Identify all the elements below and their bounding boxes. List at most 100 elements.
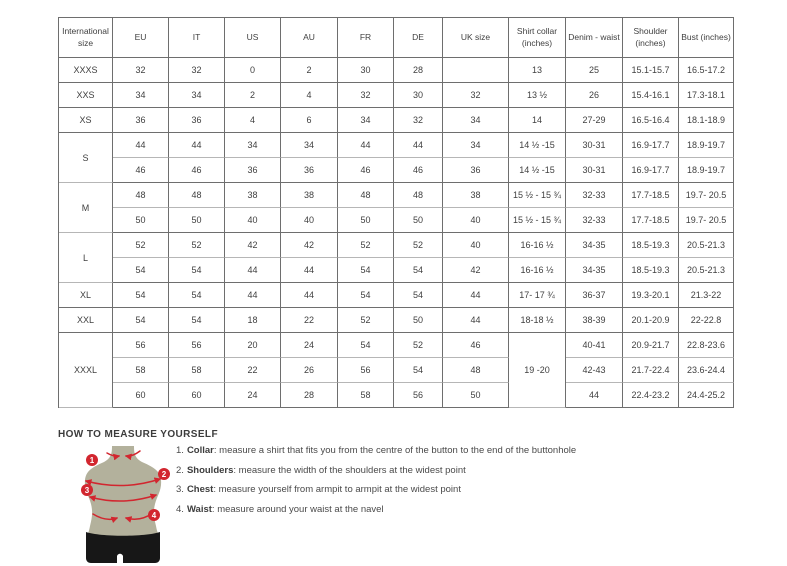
table-cell: 38 bbox=[443, 183, 509, 208]
chest-measure-arrow bbox=[88, 493, 158, 502]
table-cell: 56 bbox=[113, 333, 169, 358]
table-cell: 54 bbox=[394, 358, 443, 383]
table-cell: 2 bbox=[281, 58, 338, 83]
table-cell: 18.9-19.7 bbox=[679, 158, 734, 183]
column-header: Shirt collar (inches) bbox=[509, 18, 566, 58]
svg-text:2: 2 bbox=[162, 470, 167, 479]
table-cell: 44 bbox=[443, 283, 509, 308]
table-cell: 60 bbox=[169, 383, 225, 408]
table-cell: 42-43 bbox=[566, 358, 623, 383]
measure-instructions: 1. Collar: measure a shirt that fits you … bbox=[176, 444, 576, 522]
table-cell: 54 bbox=[394, 283, 443, 308]
table-cell: 25 bbox=[566, 58, 623, 83]
table-cell: 50 bbox=[113, 208, 169, 233]
table-cell: 50 bbox=[394, 208, 443, 233]
table-cell: 52 bbox=[338, 308, 394, 333]
table-cell: 20 bbox=[225, 333, 281, 358]
table-row: S 44 44 34 34 44 44 34 14 ½ -15 30-31 16.9-17.7 18.… bbox=[59, 133, 734, 183]
table-cell: 14 ½ -15 bbox=[509, 158, 566, 183]
table-cell: 4 bbox=[281, 83, 338, 108]
table-row: 46 46 36 36 46 46 36 14 ½ -15 30-31 16.9-17.7 18.9… bbox=[59, 158, 734, 183]
instruction-text: : measure a shirt that fits you from the… bbox=[213, 445, 577, 456]
instruction-term: Shoulders bbox=[186, 464, 234, 476]
table-cell: 38 bbox=[281, 183, 338, 208]
table-cell: 36 bbox=[443, 158, 509, 183]
table-cell: 56 bbox=[338, 358, 394, 383]
size-table: International size EU IT US AU FR DE UK size Shi… bbox=[58, 17, 734, 408]
column-header: IT bbox=[169, 18, 225, 58]
table-cell: 46 bbox=[338, 158, 394, 183]
table-cell: 36-37 bbox=[566, 283, 623, 308]
collar-measure-arrow bbox=[124, 450, 141, 461]
table-cell: 14 ½ -15 bbox=[509, 133, 566, 158]
table-cell: 52 bbox=[169, 233, 225, 258]
table-cell: 21.7-22.4 bbox=[623, 358, 679, 383]
table-cell: 22 bbox=[225, 358, 281, 383]
table-row: XXS 34 34 2 4 32 30 32 13 ½ 26 15.4-16.1 17.3-18.1 bbox=[59, 83, 734, 108]
column-header: Bust (inches) bbox=[679, 18, 734, 58]
table-cell: 32 bbox=[443, 83, 509, 108]
column-header: US bbox=[225, 18, 281, 58]
table-cell: 58 bbox=[169, 358, 225, 383]
table-cell: 32-33 bbox=[566, 183, 623, 208]
table-cell: 50 bbox=[169, 208, 225, 233]
table-cell: 44 bbox=[169, 133, 225, 158]
svg-text:4: 4 bbox=[152, 511, 157, 520]
badge-waist: 4 bbox=[148, 509, 160, 521]
instruction-collar: 1. Collar: measure a shirt that fits you … bbox=[176, 444, 576, 458]
table-cell: 22 bbox=[281, 308, 338, 333]
table-cell: 54 bbox=[113, 283, 169, 308]
instruction-term: Chest bbox=[186, 484, 214, 495]
table-cell: 48 bbox=[443, 358, 509, 383]
instruction-text: : measure the width of the shoulders at … bbox=[233, 464, 466, 476]
table-row: 60 60 24 28 58 56 50 44 22.4-23.2 24.4-25.2 bbox=[59, 383, 734, 408]
column-header: EU bbox=[113, 18, 169, 58]
table-cell: 28 bbox=[281, 383, 338, 408]
table-cell: 50 bbox=[394, 308, 443, 333]
table-cell: 46 bbox=[113, 158, 169, 183]
table-row: 54 54 44 44 54 54 42 16-16 ½ 34-35 18.5-19.3 20.5-… bbox=[59, 258, 734, 283]
table-cell: 38-39 bbox=[566, 308, 623, 333]
table-cell: 18.5-19.3 bbox=[623, 258, 679, 283]
table-cell: 17.7-18.5 bbox=[623, 183, 679, 208]
table-cell: 44 bbox=[281, 258, 338, 283]
table-cell: 14 bbox=[509, 108, 566, 133]
table-cell: 22.8-23.6 bbox=[679, 333, 734, 358]
table-cell: 24.4-25.2 bbox=[679, 383, 734, 408]
table-cell: 54 bbox=[169, 283, 225, 308]
table-cell: 40 bbox=[225, 208, 281, 233]
shorts-shape bbox=[86, 532, 160, 563]
table-cell: 34-35 bbox=[566, 233, 623, 258]
table-cell: 36 bbox=[113, 108, 169, 133]
table-cell: 17.3-18.1 bbox=[679, 83, 734, 108]
table-cell: 19 -20 bbox=[509, 333, 566, 408]
column-header: Denim - waist bbox=[566, 18, 623, 58]
table-cell: 36 bbox=[281, 158, 338, 183]
table-cell: 24 bbox=[225, 383, 281, 408]
table-cell: 48 bbox=[394, 183, 443, 208]
table-cell: 34 bbox=[169, 83, 225, 108]
table-cell: 44 bbox=[566, 383, 623, 408]
table-cell: 19.3-20.1 bbox=[623, 283, 679, 308]
table-cell: 32 bbox=[113, 58, 169, 83]
table-cell: 50 bbox=[338, 208, 394, 233]
table-cell: 30 bbox=[338, 58, 394, 83]
table-cell: 20.5-21.3 bbox=[679, 258, 734, 283]
table-cell: 23.6-24.4 bbox=[679, 358, 734, 383]
table-cell: 54 bbox=[394, 258, 443, 283]
table-cell: 38 bbox=[225, 183, 281, 208]
table-cell: 13 bbox=[509, 58, 566, 83]
table-cell: 24 bbox=[281, 333, 338, 358]
table-cell: 44 bbox=[225, 258, 281, 283]
table-cell: 40 bbox=[443, 208, 509, 233]
badge-shoulders: 2 bbox=[158, 468, 170, 480]
table-cell: 15.1-15.7 bbox=[623, 58, 679, 83]
table-cell: 54 bbox=[113, 258, 169, 283]
table-row: XS 36 36 4 6 34 32 34 14 27-29 16.5-16.4 18.1-18.9 bbox=[59, 108, 734, 133]
table-cell: 34 bbox=[443, 133, 509, 158]
instruction-shoulders: 2. Shoulders: measure the width of the sh… bbox=[176, 464, 576, 478]
table-cell: M bbox=[59, 183, 113, 233]
instruction-term: Waist bbox=[186, 503, 212, 515]
table-cell: 2 bbox=[225, 83, 281, 108]
table-cell: 15.4-16.1 bbox=[623, 83, 679, 108]
